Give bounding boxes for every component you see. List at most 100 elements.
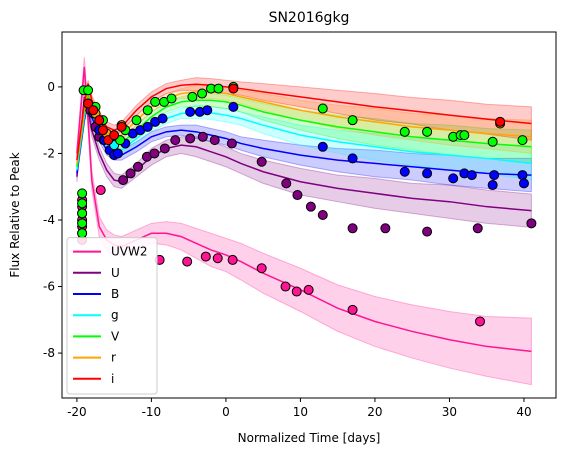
observation xyxy=(305,201,316,212)
observation xyxy=(159,143,170,154)
observation xyxy=(213,83,224,94)
observation xyxy=(209,135,220,146)
observation xyxy=(487,136,498,147)
observation xyxy=(77,198,88,209)
observation xyxy=(518,178,529,189)
model-line xyxy=(76,96,532,212)
observation xyxy=(422,226,433,237)
observation xyxy=(256,156,267,167)
y-tick-label: 0 xyxy=(47,80,55,94)
x-tick-label: 20 xyxy=(367,405,382,419)
observation xyxy=(281,178,292,189)
observation xyxy=(380,223,391,234)
observation xyxy=(131,115,142,126)
x-tick-label: -10 xyxy=(142,405,162,419)
legend-label: r xyxy=(111,351,116,365)
observation xyxy=(347,153,358,164)
observation xyxy=(197,88,208,99)
observation xyxy=(150,96,161,107)
observation xyxy=(475,316,485,327)
observation xyxy=(212,253,223,264)
observation xyxy=(200,251,211,262)
observation xyxy=(94,115,105,126)
observation xyxy=(133,161,143,172)
legend-label: i xyxy=(111,372,114,386)
y-tick-label: -2 xyxy=(43,146,55,160)
observation xyxy=(83,98,94,109)
observation xyxy=(95,185,106,196)
observation xyxy=(77,208,88,219)
observation xyxy=(517,135,528,146)
observation xyxy=(112,148,123,159)
x-tick-label: 40 xyxy=(516,405,531,419)
observation xyxy=(399,126,410,137)
observation xyxy=(317,210,328,220)
observation xyxy=(83,85,94,96)
observation xyxy=(487,180,498,191)
y-tick-label: -6 xyxy=(43,280,55,294)
plot-frame xyxy=(61,31,557,399)
observation xyxy=(517,170,528,181)
chart-title: SN2016gkg xyxy=(269,10,350,26)
observation xyxy=(157,113,168,124)
legend-label: B xyxy=(111,287,119,301)
observation xyxy=(347,304,358,315)
legend-label: g xyxy=(111,308,119,322)
observation xyxy=(118,175,129,186)
observation xyxy=(125,168,136,179)
observation xyxy=(116,121,127,132)
observation xyxy=(466,170,477,181)
observation xyxy=(228,83,239,94)
observation xyxy=(495,116,506,127)
observation xyxy=(185,106,196,117)
x-tick-label: 10 xyxy=(293,405,308,419)
observation xyxy=(226,138,237,149)
observation xyxy=(142,121,153,132)
observation xyxy=(97,125,108,136)
legend-box xyxy=(66,237,158,395)
observation xyxy=(77,218,88,229)
observation xyxy=(227,254,238,265)
y-axis-label: Flux Relative to Peak xyxy=(8,152,22,277)
observation xyxy=(303,284,314,295)
y-tick-label: -8 xyxy=(43,346,55,360)
x-tick-label: -20 xyxy=(67,405,87,419)
observation xyxy=(77,188,88,199)
observation xyxy=(526,218,537,229)
observation xyxy=(185,133,196,144)
observation xyxy=(109,130,120,141)
observation xyxy=(256,263,267,274)
observation xyxy=(347,115,358,126)
x-tick-label: 0 xyxy=(222,405,230,419)
observation xyxy=(202,105,213,116)
observation xyxy=(472,223,483,234)
model-line xyxy=(76,66,532,353)
observation xyxy=(166,93,177,104)
x-axis-label: Normalized Time [days] xyxy=(238,431,381,445)
legend-label: V xyxy=(111,329,120,343)
x-tick-label: 30 xyxy=(442,405,457,419)
y-tick-label: -4 xyxy=(43,213,55,227)
observation xyxy=(291,286,302,297)
observation xyxy=(292,190,303,201)
observation xyxy=(399,166,410,177)
plot-area xyxy=(76,56,537,386)
observation xyxy=(197,131,208,142)
observation xyxy=(422,168,433,179)
observation xyxy=(317,141,328,152)
observation xyxy=(459,130,470,141)
observation xyxy=(448,173,459,184)
observation xyxy=(77,228,88,239)
observation xyxy=(182,256,193,267)
observation xyxy=(489,170,500,181)
observation xyxy=(187,91,198,102)
legend-label: U xyxy=(111,266,120,280)
observation xyxy=(142,105,153,116)
observation xyxy=(422,126,433,137)
observation xyxy=(228,101,239,112)
observation xyxy=(88,105,99,116)
legend-label: UVW2 xyxy=(111,245,148,259)
observation xyxy=(317,103,328,114)
observation xyxy=(347,223,358,234)
